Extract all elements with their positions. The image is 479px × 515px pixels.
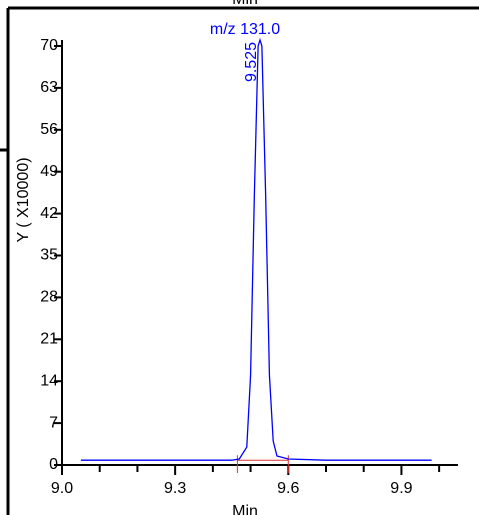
y-axis-label: Y ( X10000) — [15, 157, 32, 242]
header-text: Min — [232, 0, 258, 8]
y-tick-label: 42 — [40, 205, 58, 222]
data-line — [80, 37, 432, 461]
x-tick-label: 9.6 — [277, 480, 299, 497]
peak-label: 9.525 — [243, 42, 260, 82]
y-tick-label: 0 — [49, 456, 58, 473]
y-tick-label: 28 — [40, 289, 58, 306]
x-tick-label: 9.9 — [390, 480, 412, 497]
chart-title: m/z 131.0 — [210, 21, 280, 38]
x-tick-label: 9.3 — [164, 480, 186, 497]
y-tick-label: 7 — [49, 414, 58, 431]
x-tick-label: 9.0 — [51, 480, 73, 497]
y-tick-label: 70 — [40, 37, 58, 54]
y-tick-label: 49 — [40, 163, 58, 180]
y-tick-label: 56 — [40, 121, 58, 138]
y-tick-label: 21 — [40, 331, 58, 348]
y-tick-label: 35 — [40, 247, 58, 264]
y-tick-label: 63 — [40, 79, 58, 96]
x-axis-label: Min — [232, 503, 258, 515]
y-tick-label: 14 — [40, 372, 58, 389]
